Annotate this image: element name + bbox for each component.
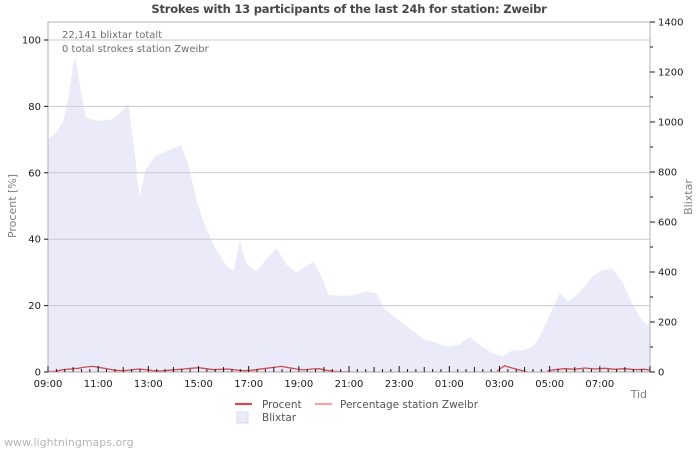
annotation-total-strokes: 22,141 blixtar totalt	[62, 30, 162, 41]
x-axis-labels: 09:00 11:00 13:00 15:00 17:00 19:00 21:00 23:00…	[34, 379, 615, 390]
legend-station-label: Percentage station Zweibr	[340, 399, 479, 411]
svg-text:1000: 1000	[658, 118, 683, 129]
svg-text:100: 100	[22, 36, 41, 47]
svg-text:60: 60	[28, 168, 41, 179]
svg-text:800: 800	[658, 168, 677, 179]
svg-text:17:00: 17:00	[234, 379, 263, 390]
svg-text:15:00: 15:00	[184, 379, 213, 390]
y-axis-right-ticks: 0 200 400 600 800 1000 1200 1400	[650, 18, 683, 379]
legend-blixtar-label: Blixtar	[262, 412, 297, 424]
svg-text:600: 600	[658, 218, 677, 229]
svg-text:200: 200	[658, 318, 677, 329]
y-axis-left-ticks: 0 20 40 60 80 100	[22, 36, 48, 379]
svg-text:05:00: 05:00	[535, 379, 564, 390]
y-axis-left-title: Procent [%]	[6, 174, 19, 238]
x-axis-ticks	[47, 366, 651, 372]
annotation-station-strokes: 0 total strokes station Zweibr	[62, 44, 210, 55]
svg-text:19:00: 19:00	[284, 379, 313, 390]
svg-text:03:00: 03:00	[485, 379, 514, 390]
area-series-blixtar	[48, 58, 650, 373]
svg-text:01:00: 01:00	[435, 379, 464, 390]
x-axis-title: Tid	[630, 388, 647, 401]
svg-text:40: 40	[28, 235, 41, 246]
watermark-link: www.lightningmaps.org	[4, 436, 134, 449]
svg-text:09:00: 09:00	[34, 379, 63, 390]
svg-text:0: 0	[658, 368, 664, 379]
svg-text:400: 400	[658, 268, 677, 279]
svg-text:11:00: 11:00	[84, 379, 113, 390]
svg-text:23:00: 23:00	[385, 379, 414, 390]
legend-procent-label: Procent	[262, 399, 302, 411]
svg-text:07:00: 07:00	[585, 379, 614, 390]
gridlines	[48, 39, 650, 307]
svg-text:0: 0	[35, 368, 41, 379]
y-axis-right-title: Blixtar	[682, 179, 695, 215]
svg-text:1400: 1400	[658, 18, 683, 29]
svg-text:20: 20	[28, 301, 41, 312]
svg-text:21:00: 21:00	[335, 379, 364, 390]
svg-text:13:00: 13:00	[134, 379, 163, 390]
svg-text:80: 80	[28, 102, 41, 113]
chart-title: Strokes with 13 participants of the last…	[151, 2, 547, 16]
chart-legend: Procent Percentage station Zweibr Blixta…	[235, 399, 479, 424]
svg-text:1200: 1200	[658, 68, 683, 79]
legend-blixtar-swatch	[236, 411, 249, 424]
plot-area: 09:00 11:00 13:00 15:00 17:00 19:00 21:00 23:00…	[22, 18, 684, 391]
